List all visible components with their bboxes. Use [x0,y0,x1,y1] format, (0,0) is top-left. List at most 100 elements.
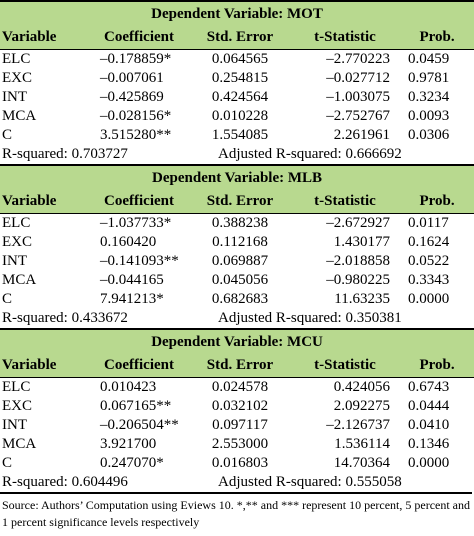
cell: –0.044165 [100,272,164,288]
cell: 0.0000 [408,455,450,471]
data-row: ELC 0.010423 0.024578 0.424056 0.6743 [0,378,474,398]
cell: –0.028156* [100,108,172,124]
cell: C [2,455,13,471]
cell: 0.016803 [211,455,269,471]
data-row: C 0.247070* 0.016803 14.70364 0.0000 [0,454,474,473]
cell: 0.1346 [408,436,450,452]
cell: 0.388238 [211,215,269,231]
cell: 0.682683 [211,291,269,307]
cell: 7.941213* [100,291,164,307]
header-row: Variable Coefficient Std. Error t-Statistic… [0,354,474,378]
data-row: EXC –0.007061 0.254815 –0.027712 0.9781 [0,69,474,88]
cell: 0.067165** [100,398,172,414]
cell: 0.097117 [212,417,268,433]
cell: 0.069887 [211,253,269,269]
cell: ELC [2,51,31,67]
cell: –0.007061 [100,70,164,86]
data-row: EXC 0.160420 0.112168 1.430177 0.1624 [0,233,474,252]
cell: EXC [2,70,32,86]
cell: 0.424056 [333,379,390,395]
data-row: MCA 3.921700 2.553000 1.536114 0.1346 [0,435,474,454]
cell: INT [2,417,27,433]
cell: 0.010423 [100,379,157,395]
panel-title-row: Dependent Variable: MLB [0,164,474,190]
r-squared: R-squared: 0.703727 [2,146,128,162]
cell: 0.0459 [408,51,450,67]
column-header: Coefficient [88,26,190,50]
cell: –0.178859* [100,51,172,67]
cell: 3.515280** [100,127,172,143]
cell: MCA [2,108,37,124]
cell: 0.112168 [212,234,268,250]
cell: 0.0000 [408,291,450,307]
cell: 3.921700 [100,436,157,452]
column-header: Prob. [400,354,474,378]
data-row: ELC –0.178859* 0.064565 –2.770223 0.0459 [0,50,474,70]
cell: 0.254815 [211,70,269,86]
header-row: Variable Coefficient Std. Error t-Statistic… [0,26,474,50]
cell: 0.0522 [408,253,450,269]
cell: 0.3234 [408,89,450,105]
cell: ELC [2,379,31,395]
cell: EXC [2,234,32,250]
panel-title: Dependent Variable: MLB [0,164,474,190]
data-row: INT –0.141093** 0.069887 –2.018858 0.0522 [0,252,474,271]
column-header: Variable [0,26,88,50]
cell: INT [2,89,27,105]
data-row: MCA –0.028156* 0.010228 –2.752767 0.0093 [0,107,474,126]
cell: 0.010228 [211,108,269,124]
cell: 2.092275 [333,398,390,414]
data-row: INT –0.206504** 0.097117 –2.126737 0.0410 [0,416,474,435]
data-row: C 7.941213* 0.682683 11.63235 0.0000 [0,290,474,309]
cell: 0.0410 [408,417,450,433]
cell: 0.1624 [408,234,450,250]
cell: –0.980225 [326,272,390,288]
column-header: Std. Error [190,354,290,378]
cell: –2.018858 [326,253,390,269]
cell: –1.003075 [326,89,390,105]
panel-title-row: Dependent Variable: MOT [0,0,474,26]
cell: 0.6743 [408,379,450,395]
data-row: EXC 0.067165** 0.032102 2.092275 0.0444 [0,397,474,416]
column-header: Variable [0,354,88,378]
cell: 2.261961 [333,127,390,143]
data-row: ELC –1.037733* 0.388238 –2.672927 0.0117 [0,214,474,234]
column-header: Prob. [400,190,474,214]
cell: 14.70364 [333,455,390,471]
cell: 0.024578 [211,379,269,395]
cell: 0.160420 [100,234,157,250]
cell: –0.027712 [326,70,390,86]
cell: C [2,127,13,143]
adjusted-r-squared: Adjusted R-squared: 0.555058 [218,474,402,490]
column-header: Coefficient [88,354,190,378]
cell: 0.064565 [211,51,269,67]
cell: 0.0093 [408,108,450,124]
cell: –1.037733* [100,215,172,231]
panel-title: Dependent Variable: MCU [0,328,474,354]
cell: 0.247070* [100,455,164,471]
cell: 11.63235 [334,291,390,307]
r-squared: R-squared: 0.604496 [2,474,128,490]
cell: –2.770223 [326,51,390,67]
r-squared-row: R-squared: 0.604496 Adjusted R-squared: 0… [0,473,474,492]
cell: –0.206504** [100,417,179,433]
adjusted-r-squared: Adjusted R-squared: 0.350381 [218,310,402,326]
column-header: Prob. [400,26,474,50]
cell: 0.0306 [408,127,450,143]
cell: 1.430177 [333,234,390,250]
cell: INT [2,253,27,269]
cell: MCA [2,272,37,288]
cell: –0.425869 [100,89,164,105]
column-header: t-Statistic [290,190,400,214]
column-header: t-Statistic [290,26,400,50]
panel-title: Dependent Variable: MOT [0,0,474,26]
source-note: Source: Authors’ Computation using Eview… [0,492,472,531]
r-squared: R-squared: 0.433672 [2,310,128,326]
cell: 0.0444 [408,398,450,414]
panel-title-row: Dependent Variable: MCU [0,328,474,354]
column-header: Std. Error [190,190,290,214]
data-row: INT –0.425869 0.424564 –1.003075 0.3234 [0,88,474,107]
regression-table: Dependent Variable: MOT Variable Coefficie… [0,0,474,492]
cell: 1.554085 [211,127,269,143]
